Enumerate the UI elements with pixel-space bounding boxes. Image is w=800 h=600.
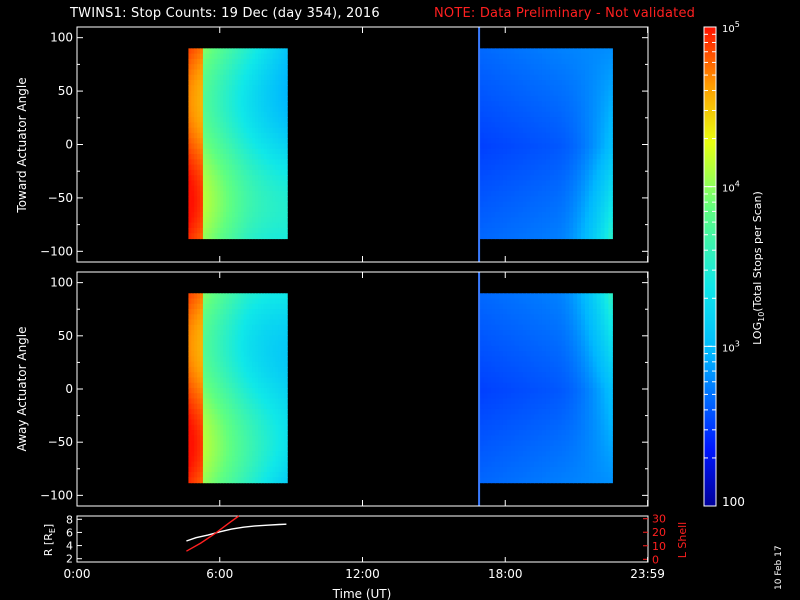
toward-y-tick-label: 50 [58,84,73,98]
away-y-tick-label: −100 [40,488,73,502]
away-block-1 [479,293,613,484]
chart-title: TWINS1: Stop Counts: 19 Dec (day 354), 2… [70,6,380,21]
x-tick-label: 6:00 [206,567,233,581]
away-y-tick-label: 50 [58,329,73,343]
lshell-tick-label: 20 [652,526,666,539]
toward-block-0 [188,48,288,240]
x-tick-label: 12:00 [345,567,380,581]
toward-y-tick-label: 0 [65,138,73,152]
orbit-y-tick-label: 4 [66,540,73,553]
x-tick-label: 0:00 [64,567,91,581]
colorbar-tick-label: 105 [722,20,740,35]
title-bar: TWINS1: Stop Counts: 19 Dec (day 354), 2… [0,0,800,24]
toward-y-tick-label: 100 [50,31,73,45]
radius-series-line [186,523,287,542]
colorbar-min-label: 100 [722,495,745,509]
toward-y-tick-label: −50 [48,191,73,205]
orbit-y-axis-label: R [RE] [42,524,57,556]
colorbar-tick-label: 103 [722,339,740,354]
orbit-y-tick-label: 8 [66,513,73,526]
away-y-tick-label: 0 [65,382,73,396]
colorbar-tick-label: 104 [722,180,740,195]
generation-date-stamp: 10 Feb 17 [774,545,784,590]
colorbar: 105 104 103 100 LOG10(Total Stops per Scan… [703,20,766,509]
lshell-tick-label: 10 [652,540,666,553]
away-angle-panel: 100 50 0 −50 −100 Away Actuator Angle [15,271,649,507]
x-axis-label: Time (UT) [332,587,392,600]
lshell-axis-label: L Shell [676,522,689,558]
away-y-tick-label: 100 [50,276,73,290]
away-y-tick-label: −50 [48,435,73,449]
away-y-axis-label: Away Actuator Angle [15,326,29,451]
orbit-y-tick-label: 6 [66,526,73,539]
toward-y-tick-label: −100 [40,244,73,258]
away-block-0 [188,293,288,484]
toward-block-1 [479,48,613,240]
lshell-tick-label: 30 [652,513,666,526]
toward-angle-panel: 100 50 0 −50 −100 Toward Actuator Angle [15,26,649,263]
colorbar-title: LOG10(Total Stops per Scan) [751,191,766,345]
preliminary-note: NOTE: Data Preliminary - Not validated [434,6,696,21]
x-tick-label: 23:59 [630,567,665,581]
orbit-y-tick-label: 2 [66,553,73,566]
x-tick-label: 18:00 [488,567,523,581]
lshell-tick-label: 0 [652,553,659,566]
lshell-series-line [186,515,240,552]
toward-y-axis-label: Toward Actuator Angle [15,77,29,213]
